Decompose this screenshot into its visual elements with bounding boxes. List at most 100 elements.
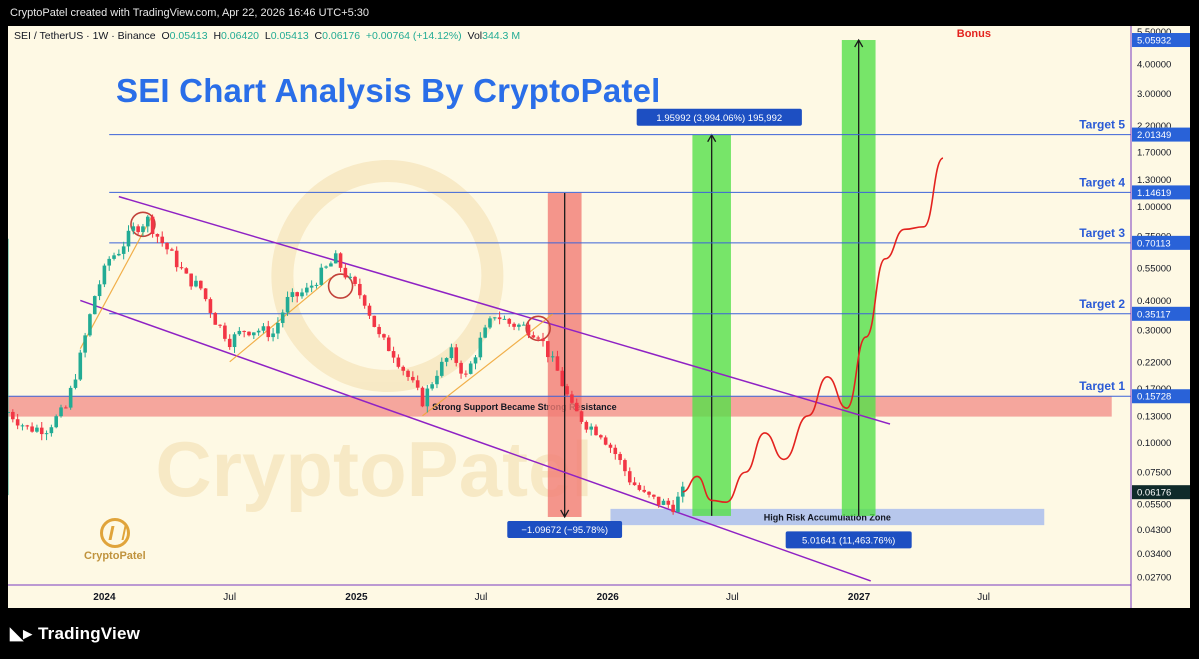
price-tag-3: 0.70113: [1137, 238, 1171, 249]
candle: [290, 292, 295, 297]
candle: [623, 460, 627, 472]
candle: [223, 325, 227, 339]
candle: [247, 331, 251, 336]
candle: [507, 318, 512, 324]
candle: [618, 454, 622, 461]
candle: [420, 387, 425, 407]
y-tick-label: 0.05500: [1137, 500, 1171, 511]
candle: [570, 394, 574, 403]
candle: [314, 284, 319, 286]
y-tick-label: 1.00000: [1137, 202, 1171, 213]
candle: [35, 427, 39, 432]
low-label: L: [264, 30, 271, 42]
candle: [502, 318, 507, 320]
target-label-5: Target 5: [1079, 118, 1125, 132]
candle: [652, 494, 656, 497]
candle: [112, 255, 116, 259]
candle: [155, 233, 160, 237]
candle: [309, 285, 314, 288]
symbol-name[interactable]: SEI / TetherUS · 1W · Binance: [14, 30, 156, 42]
candle: [541, 338, 545, 342]
candle: [608, 444, 613, 448]
x-tick-label: 2024: [93, 592, 116, 603]
candle: [319, 267, 324, 285]
measure-label-box-2: [785, 531, 912, 549]
x-tick-label: Jul: [726, 592, 739, 603]
candle: [671, 504, 675, 513]
candle: [30, 426, 34, 432]
candle: [280, 312, 285, 323]
close-label: C: [314, 30, 323, 42]
candle: [647, 491, 651, 495]
brand-name: CryptoPatel: [84, 550, 146, 562]
target-label-1: Target 1: [1079, 379, 1125, 393]
candle: [117, 253, 121, 256]
price-chart[interactable]: CryptoPatel Strong Support Became Strong…: [8, 26, 1190, 608]
target-label-6: Bonus: [957, 28, 991, 40]
candle: [348, 276, 353, 278]
candle: [353, 276, 357, 284]
candle: [150, 216, 155, 234]
candle: [637, 485, 642, 490]
candle: [83, 335, 87, 353]
candle: [439, 361, 444, 376]
candle: [329, 263, 333, 267]
brand-coin-icon: [99, 518, 130, 548]
candle: [382, 334, 386, 338]
candle: [59, 407, 63, 417]
candle: [488, 318, 492, 328]
candle: [305, 287, 309, 293]
candle: [574, 402, 579, 412]
zone-label-0: Strong Support Became Strong Resistance: [432, 402, 617, 412]
candle: [464, 373, 468, 375]
price-tag-box-3: [1132, 235, 1190, 250]
x-tick-label: Jul: [475, 592, 488, 603]
candle: [102, 265, 107, 285]
candle: [512, 323, 516, 327]
candle: [20, 425, 25, 427]
candle: [285, 296, 290, 313]
candle: [213, 312, 218, 325]
candle: [232, 334, 237, 348]
rising-line-0: [79, 214, 154, 349]
candle: [492, 317, 497, 319]
target-label-3: Target 3: [1079, 226, 1125, 240]
zone-label-1: High Risk Accumulation Zone: [764, 512, 891, 522]
y-tick-label: 0.03400: [1137, 549, 1171, 560]
chart-title: SEI Chart Analysis By CryptoPatel: [116, 72, 661, 109]
rising-line-1: [229, 277, 332, 363]
candle: [594, 426, 598, 436]
candle: [11, 411, 15, 420]
open-value: 0.05413: [169, 30, 208, 42]
candle: [656, 496, 661, 505]
price-tag-2: 0.35117: [1137, 309, 1171, 320]
measure-arrowhead-2: [854, 38, 864, 48]
y-tick-label: 5.50000: [1137, 27, 1171, 38]
candle: [632, 482, 637, 486]
price-tag-5: 2.01349: [1137, 130, 1171, 141]
candle: [92, 296, 97, 315]
candle: [271, 333, 275, 338]
candle: [367, 305, 372, 316]
candle: [44, 433, 49, 435]
chart-panel: CryptoPatel Strong Support Became Strong…: [8, 26, 1190, 608]
watermark-coin-icon: [271, 160, 504, 392]
candle: [343, 267, 348, 278]
y-tick-label: 0.04300: [1137, 525, 1171, 536]
candle: [546, 341, 550, 358]
candle: [536, 337, 540, 339]
tradingview-logo[interactable]: ◣▸ TradingView: [10, 624, 140, 644]
candle: [550, 356, 555, 358]
candle: [68, 387, 73, 408]
candle: [208, 299, 213, 313]
candle: [603, 437, 608, 445]
target-label-2: Target 2: [1079, 297, 1125, 311]
vol-value: 344.3 M: [482, 30, 521, 42]
rising-line-2: [422, 313, 554, 417]
candle: [435, 375, 439, 385]
x-tick-label: 2026: [597, 592, 620, 603]
candle: [121, 246, 126, 254]
candle: [358, 283, 362, 296]
candle: [160, 236, 165, 243]
candle: [170, 249, 174, 251]
